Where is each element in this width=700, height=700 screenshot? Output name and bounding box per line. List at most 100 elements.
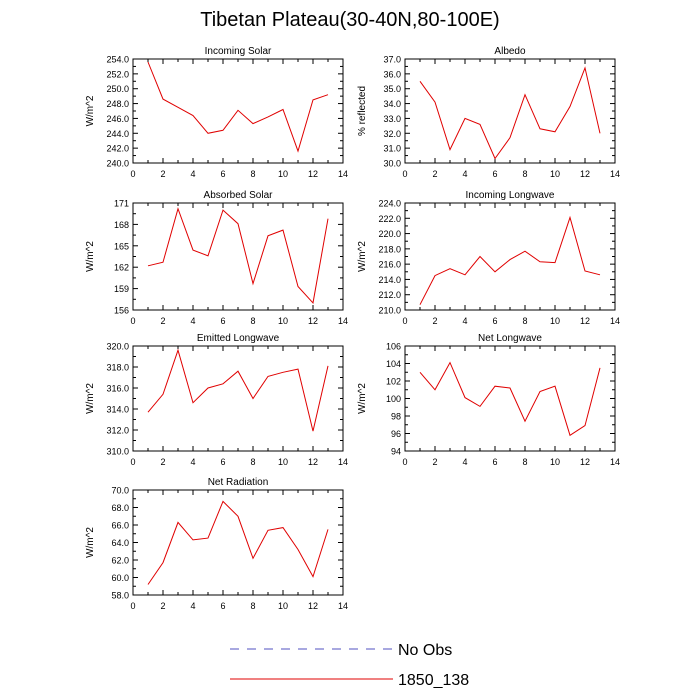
x-tick-label: 0 <box>130 316 135 326</box>
y-axis-label: W/m^2 <box>85 95 96 126</box>
x-tick-label: 6 <box>492 169 497 179</box>
panel-title: Absorbed Solar <box>204 190 274 201</box>
y-tick-label: 60.0 <box>111 573 129 583</box>
x-tick-label: 8 <box>522 457 527 467</box>
x-tick-label: 8 <box>250 316 255 326</box>
y-tick-label: 218.0 <box>378 244 401 254</box>
y-tick-label: 168 <box>114 220 129 230</box>
x-tick-label: 6 <box>492 457 497 467</box>
x-tick-label: 10 <box>278 457 288 467</box>
y-tick-label: 224.0 <box>378 199 401 209</box>
panel-5: Net Longwave W/m^2 0 2 4 6 8 10 12 14 94 96 98 100 102… <box>357 333 620 467</box>
series-line <box>419 215 601 305</box>
x-tick-label: 14 <box>610 316 620 326</box>
series-line <box>147 61 329 153</box>
y-tick-label: 212.0 <box>378 290 401 300</box>
y-tick-label: 68.0 <box>111 503 129 513</box>
x-tick-label: 0 <box>402 316 407 326</box>
y-tick-label: 96 <box>391 429 401 439</box>
x-tick-label: 4 <box>190 316 195 326</box>
x-tick-label: 12 <box>580 316 590 326</box>
y-tick-label: 220.0 <box>378 229 401 239</box>
x-tick-label: 8 <box>250 601 255 611</box>
plot-frame <box>404 202 616 311</box>
y-tick-label: 248.0 <box>106 99 129 109</box>
y-tick-label: 254.0 <box>106 55 129 65</box>
y-tick-label: 318.0 <box>106 363 129 373</box>
y-tick-label: 244.0 <box>106 129 129 139</box>
x-tick-label: 8 <box>250 169 255 179</box>
y-tick-label: 94 <box>391 447 401 457</box>
y-axis-label: W/m^2 <box>85 527 96 558</box>
y-tick-label: 316.0 <box>106 384 129 394</box>
x-tick-label: 14 <box>610 457 620 467</box>
x-tick-label: 4 <box>190 601 195 611</box>
y-tick-label: 314.0 <box>106 405 129 415</box>
panel-6: Net Radiation W/m^2 0 2 4 6 8 10 12 14 58.0 60.0 62.… <box>85 477 348 611</box>
x-tick-label: 4 <box>462 316 467 326</box>
x-tick-label: 14 <box>338 457 348 467</box>
legend-label-0: No Obs <box>398 642 452 659</box>
panel-title: Net Radiation <box>208 477 269 488</box>
y-tick-label: 159 <box>114 284 129 294</box>
x-tick-label: 10 <box>278 169 288 179</box>
x-tick-label: 4 <box>190 169 195 179</box>
y-tick-label: 240.0 <box>106 159 129 169</box>
y-tick-label: 34.0 <box>383 99 401 109</box>
y-tick-label: 210.0 <box>378 306 401 316</box>
x-tick-label: 8 <box>250 457 255 467</box>
y-tick-label: 250.0 <box>106 84 129 94</box>
x-tick-label: 0 <box>402 457 407 467</box>
x-tick-label: 12 <box>580 457 590 467</box>
x-tick-label: 10 <box>278 601 288 611</box>
plot-frame <box>132 489 344 596</box>
x-tick-label: 2 <box>432 169 437 179</box>
y-axis-label: W/m^2 <box>357 383 368 414</box>
x-tick-label: 6 <box>220 169 225 179</box>
y-tick-label: 320.0 <box>106 342 129 352</box>
y-tick-label: 310.0 <box>106 447 129 457</box>
series-line <box>419 66 601 160</box>
x-tick-label: 12 <box>308 316 318 326</box>
x-tick-label: 8 <box>522 169 527 179</box>
y-tick-label: 165 <box>114 241 129 251</box>
x-tick-label: 0 <box>130 169 135 179</box>
y-tick-label: 32.0 <box>383 129 401 139</box>
y-tick-label: 214.0 <box>378 275 401 285</box>
x-tick-label: 2 <box>160 457 165 467</box>
x-tick-label: 12 <box>308 457 318 467</box>
panel-2: Absorbed Solar W/m^2 0 2 4 6 8 10 12 14 156 159 162 1… <box>85 190 348 326</box>
y-tick-label: 30.0 <box>383 159 401 169</box>
y-tick-label: 106 <box>386 342 401 352</box>
x-tick-label: 2 <box>432 457 437 467</box>
y-tick-label: 70.0 <box>111 486 129 496</box>
panel-0: Incoming Solar W/m^2 0 2 4 6 8 10 12 14 240.0 242.0… <box>85 46 348 179</box>
x-tick-label: 12 <box>308 169 318 179</box>
y-tick-label: 102 <box>386 377 401 387</box>
y-axis-label: W/m^2 <box>357 241 368 272</box>
y-axis-label: W/m^2 <box>85 383 96 414</box>
x-tick-label: 14 <box>610 169 620 179</box>
x-tick-label: 10 <box>278 316 288 326</box>
series-line <box>147 348 329 432</box>
series-line <box>147 500 329 585</box>
x-tick-label: 12 <box>308 601 318 611</box>
plot-frame <box>132 345 344 452</box>
x-tick-label: 2 <box>432 316 437 326</box>
panel-title: Emitted Longwave <box>197 333 280 344</box>
x-tick-label: 10 <box>550 457 560 467</box>
panel-1: Albedo % reflected 0 2 4 6 8 10 12 14 30.0 31.0 32.0… <box>357 46 620 179</box>
x-tick-label: 14 <box>338 169 348 179</box>
y-tick-label: 58.0 <box>111 591 129 601</box>
x-tick-label: 12 <box>580 169 590 179</box>
x-tick-label: 2 <box>160 601 165 611</box>
x-tick-label: 6 <box>220 457 225 467</box>
y-tick-label: 104 <box>386 359 401 369</box>
panel-4: Emitted Longwave W/m^2 0 2 4 6 8 10 12 14 310.0 312… <box>85 333 348 467</box>
x-tick-label: 14 <box>338 316 348 326</box>
y-tick-label: 312.0 <box>106 426 129 436</box>
y-tick-label: 171 <box>114 199 129 209</box>
y-tick-label: 252.0 <box>106 69 129 79</box>
x-tick-label: 4 <box>462 457 467 467</box>
